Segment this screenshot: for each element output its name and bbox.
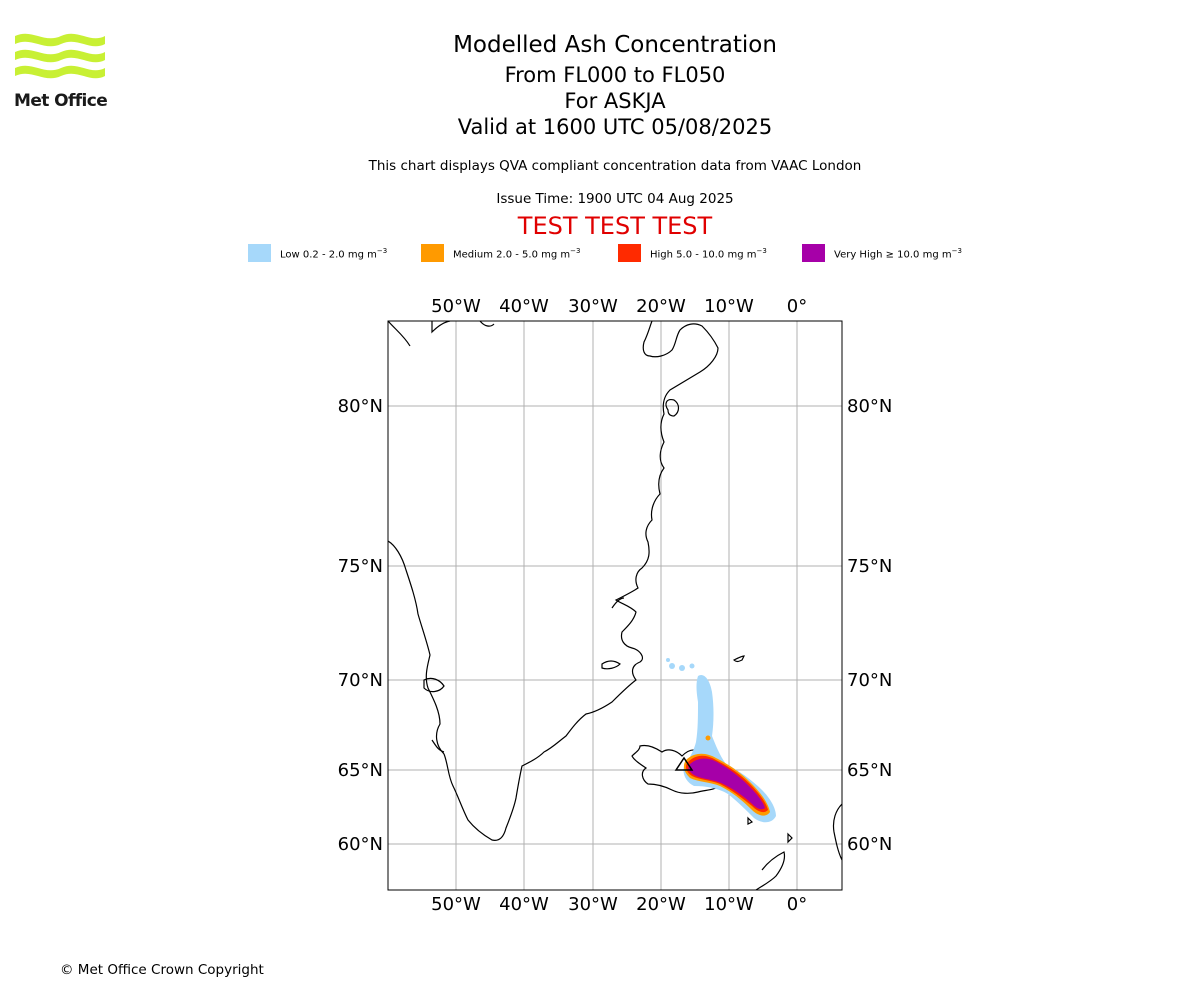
legend-swatch-high <box>618 244 641 262</box>
legend-exp-medium: −3 <box>570 247 581 255</box>
logo-text: Met Office <box>14 91 108 111</box>
legend-swatch-medium <box>421 244 444 262</box>
met-office-waves-icon <box>15 33 105 79</box>
ash-plume-very-high <box>688 758 765 810</box>
lat-label-right: 75°N <box>847 556 892 577</box>
lat-label-right: 80°N <box>847 396 892 417</box>
legend-exp-very-high: −3 <box>951 247 962 255</box>
legend-exp-high: −3 <box>756 247 767 255</box>
lon-label-bottom: 40°W <box>499 894 549 915</box>
lat-label-left: 60°N <box>338 834 383 855</box>
legend-exp-low: −3 <box>376 247 388 255</box>
legend-label-high: High 5.0 - 10.0 mg m <box>650 249 757 261</box>
volcano-name: For ASKJA <box>564 89 666 113</box>
issue-time: Issue Time: 1900 UTC 04 Aug 2025 <box>496 191 734 207</box>
lat-label-right: 65°N <box>847 760 892 781</box>
lon-label-bottom: 20°W <box>636 894 686 915</box>
flight-level-range: From FL000 to FL050 <box>504 63 726 87</box>
lat-label-left: 70°N <box>338 670 383 691</box>
test-banner: TEST TEST TEST <box>517 212 713 240</box>
map-frame <box>387 320 843 891</box>
lat-label-right: 70°N <box>847 670 892 691</box>
legend-label-very-high: Very High ≥ 10.0 mg m <box>834 249 952 261</box>
lon-label-top: 50°W <box>431 296 481 317</box>
lon-label-bottom: 0° <box>787 894 807 915</box>
lat-label-left: 65°N <box>338 760 383 781</box>
lon-label-top: 30°W <box>568 296 618 317</box>
legend-label-low: Low 0.2 - 2.0 mg m <box>280 249 377 261</box>
lon-label-top: 40°W <box>499 296 549 317</box>
graticule <box>388 321 842 890</box>
lon-label-top: 10°W <box>704 296 754 317</box>
lon-label-bottom: 50°W <box>431 894 481 915</box>
lat-label-left: 80°N <box>338 396 383 417</box>
chart-titles: Modelled Ash Concentration From FL000 to… <box>0 30 1200 140</box>
copyright: © Met Office Crown Copyright <box>60 962 264 978</box>
lon-label-top: 20°W <box>636 296 686 317</box>
legend-swatch-very-high <box>802 244 825 262</box>
lat-label-left: 75°N <box>338 556 383 577</box>
lat-label-right: 60°N <box>847 834 892 855</box>
volcano-marker-icon <box>674 756 694 771</box>
lon-label-top: 0° <box>787 296 807 317</box>
valid-time: Valid at 1600 UTC 05/08/2025 <box>457 115 773 139</box>
legend-label-medium: Medium 2.0 - 5.0 mg m <box>453 249 571 261</box>
chart-subtitle: This chart displays QVA compliant concen… <box>368 158 862 174</box>
chart-title: Modelled Ash Concentration <box>453 32 777 58</box>
met-office-logo: Met Office <box>14 30 108 112</box>
lon-label-bottom: 30°W <box>568 894 618 915</box>
legend-swatch-low <box>248 244 271 262</box>
coastline <box>388 321 842 890</box>
lon-label-bottom: 10°W <box>704 894 754 915</box>
